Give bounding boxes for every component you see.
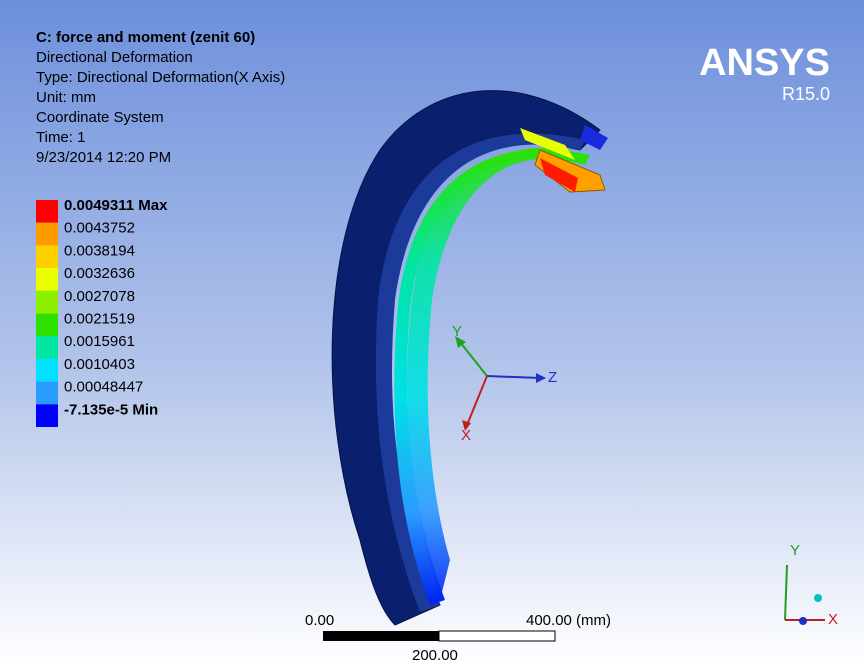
version: R15.0 (782, 84, 830, 104)
legend-swatch (36, 200, 58, 223)
page: C: force and moment (zenit 60) Direction… (0, 0, 864, 666)
legend-swatch (36, 359, 58, 382)
legend-label: 0.0027078 (64, 288, 135, 305)
legend-swatch (36, 404, 58, 427)
legend-label: 0.0021519 (64, 310, 135, 327)
result-title: C: force and moment (zenit 60) (36, 29, 255, 46)
legend-label: 0.0038194 (64, 242, 135, 259)
legend-label: 0.0043752 (64, 220, 135, 237)
legend-swatch (36, 291, 58, 314)
legend-swatch (36, 314, 58, 337)
header-line: Time: 1 (36, 129, 85, 146)
legend-swatch (36, 382, 58, 405)
header-line: Unit: mm (36, 89, 96, 106)
mini-axis-x: X (828, 611, 838, 628)
axis-label-y: Y (452, 323, 462, 340)
legend-label: 0.0049311 Max (64, 197, 168, 214)
header-line: Type: Directional Deformation(X Axis) (36, 69, 285, 86)
legend-swatch (36, 223, 58, 246)
axis-label-z: Z (548, 369, 557, 386)
axis-label-x: X (461, 427, 471, 444)
header-line: 9/23/2014 12:20 PM (36, 149, 171, 166)
viewport: C: force and moment (zenit 60) Direction… (0, 0, 864, 666)
scale-middle: 200.00 (412, 647, 458, 664)
mini-axis-y: Y (790, 542, 800, 559)
legend-label: -7.135e-5 Min (64, 401, 158, 418)
scale-end: 400.00 (mm) (526, 612, 611, 629)
legend-label: 0.0015961 (64, 333, 135, 350)
header-line: Directional Deformation (36, 49, 193, 66)
legend-swatch (36, 245, 58, 268)
legend-swatch (36, 268, 58, 291)
legend-label: 0.0032636 (64, 265, 135, 282)
logo: ANSYS (699, 42, 830, 84)
legend-label: 0.0010403 (64, 356, 135, 373)
header-line: Coordinate System (36, 109, 164, 126)
legend-label: 0.00048447 (64, 379, 143, 396)
scale-start: 0.00 (305, 612, 334, 629)
legend-swatch (36, 336, 58, 359)
